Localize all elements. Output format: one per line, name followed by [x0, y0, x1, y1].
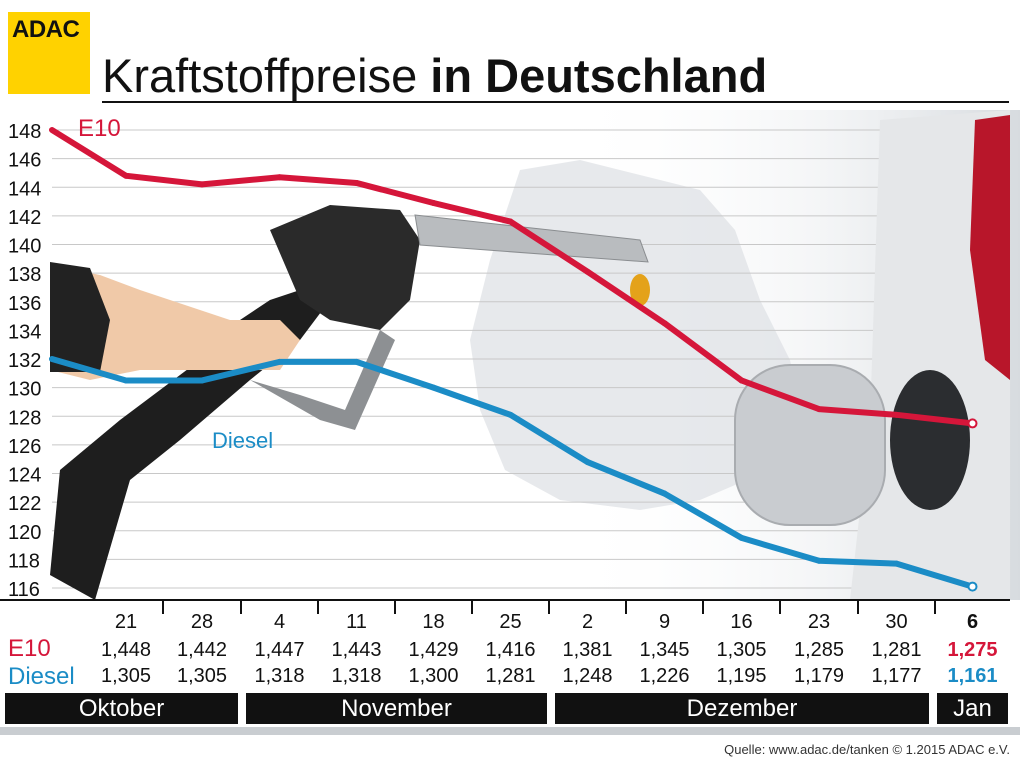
x-tick-label: 25 — [499, 611, 521, 633]
source-note: Quelle: www.adac.de/tanken © 1.2015 ADAC… — [724, 742, 1010, 757]
data-label-diesel: 1,248 — [562, 665, 612, 687]
data-point-diesel — [199, 377, 205, 384]
data-point-e10 — [123, 172, 129, 179]
data-label-e10: 1,416 — [485, 639, 535, 661]
title-rule — [102, 101, 1009, 103]
x-tick-label: 30 — [885, 611, 907, 633]
x-tick-label: 23 — [808, 611, 830, 633]
data-point-e10 — [738, 377, 745, 384]
y-tick-label: 138 — [8, 264, 41, 286]
data-point-e10 — [893, 411, 900, 418]
data-point-diesel — [430, 384, 437, 391]
y-tick-label: 116 — [8, 579, 40, 601]
footer-strip — [0, 727, 1020, 735]
y-tick-label: 134 — [8, 321, 41, 343]
x-tick-label: 11 — [346, 611, 367, 633]
data-label-diesel: 1,179 — [794, 665, 844, 687]
data-label-diesel: 1,281 — [485, 665, 535, 687]
data-label-e10: 1,447 — [254, 639, 304, 661]
y-tick-label: 118 — [8, 550, 40, 572]
data-point-diesel — [353, 358, 360, 365]
data-label-diesel: 1,195 — [716, 665, 766, 687]
data-label-diesel: 1,161 — [947, 665, 997, 687]
legend-diesel: Diesel — [212, 428, 273, 453]
x-tick-label: 28 — [191, 611, 213, 633]
data-point-diesel — [738, 534, 745, 541]
y-tick-label: 124 — [8, 465, 41, 487]
y-tick-label: 136 — [8, 293, 41, 315]
data-point-e10 — [584, 268, 591, 275]
data-point-e10 — [507, 218, 514, 225]
data-point-diesel — [893, 560, 900, 567]
legend-e10: E10 — [78, 115, 121, 142]
data-label-diesel: 1,305 — [101, 665, 151, 687]
adac-logo: ADAC — [8, 12, 90, 94]
data-label-e10: 1,442 — [177, 639, 227, 661]
y-tick-label: 126 — [8, 436, 41, 458]
y-tick-label: 132 — [8, 350, 41, 372]
title-light: Kraftstoffpreise — [102, 49, 418, 102]
x-tick-label: 9 — [659, 611, 670, 633]
car-fuel-door-illustration — [734, 110, 1010, 600]
data-label-e10: 1,275 — [947, 639, 997, 661]
data-label-e10: 1,281 — [871, 639, 921, 661]
data-label-e10: 1,381 — [562, 639, 612, 661]
y-axis-ticks: 148 146 144 142 140 138 136 134 132 130 128 126 124 1… — [8, 121, 41, 601]
x-tick-label: 4 — [274, 611, 285, 633]
y-tick-label: 142 — [8, 207, 41, 229]
page-title: Kraftstoffpreise in Deutschland — [102, 48, 767, 104]
data-point-e10 — [967, 418, 978, 429]
y-tick-label: 120 — [8, 522, 41, 544]
price-chart: 148 146 144 142 140 138 136 134 132 130 128 126 124 1… — [0, 110, 1020, 690]
data-label-e10: 1,448 — [101, 639, 151, 661]
data-point-diesel — [276, 358, 283, 365]
data-point-e10 — [199, 181, 205, 188]
x-tick-label: 18 — [422, 611, 444, 633]
month-november: November — [246, 693, 547, 724]
data-label-e10: 1,305 — [716, 639, 766, 661]
data-point-e10 — [816, 406, 822, 413]
data-label-e10: 1,443 — [331, 639, 381, 661]
data-label-e10: 1,429 — [408, 639, 458, 661]
data-label-e10: 1,285 — [794, 639, 844, 661]
row-label-e10: E10 — [8, 635, 51, 662]
logo-text: ADAC — [12, 16, 80, 43]
data-point-e10 — [276, 174, 283, 181]
x-tick-label: 21 — [115, 611, 137, 633]
data-point-diesel — [123, 377, 129, 384]
x-tick-label: 2 — [582, 611, 593, 633]
data-point-diesel — [507, 411, 514, 418]
data-label-diesel: 1,305 — [177, 665, 227, 687]
data-label-diesel: 1,300 — [408, 665, 458, 687]
x-tick-label: 6 — [967, 611, 978, 633]
data-label-diesel: 1,318 — [331, 665, 381, 687]
data-point-diesel — [661, 490, 668, 497]
y-tick-label: 128 — [8, 407, 41, 429]
y-tick-label: 148 — [8, 121, 41, 143]
data-point-e10 — [661, 320, 668, 327]
price-lines — [49, 127, 978, 592]
fuel-nozzle-illustration — [50, 205, 650, 600]
data-label-diesel: 1,177 — [871, 665, 921, 687]
data-point-diesel — [584, 459, 591, 466]
row-label-diesel: Diesel — [8, 663, 75, 690]
month-jan: Jan — [937, 693, 1008, 724]
data-label-diesel: 1,318 — [254, 665, 304, 687]
y-tick-label: 130 — [8, 379, 41, 401]
y-tick-label: 140 — [8, 236, 41, 258]
title-bold: in Deutschland — [430, 49, 768, 102]
month-oktober: Oktober — [5, 693, 238, 724]
data-point-diesel — [967, 581, 978, 592]
y-tick-label: 144 — [8, 178, 41, 200]
data-point-e10 — [430, 199, 437, 206]
data-label-e10: 1,345 — [639, 639, 689, 661]
y-tick-label: 146 — [8, 150, 41, 172]
data-label-diesel: 1,226 — [639, 665, 689, 687]
x-tick-label: 16 — [730, 611, 752, 633]
y-tick-label: 122 — [8, 493, 41, 515]
data-point-diesel — [816, 557, 822, 564]
data-point-e10 — [353, 179, 360, 186]
month-dezember: Dezember — [555, 693, 929, 724]
